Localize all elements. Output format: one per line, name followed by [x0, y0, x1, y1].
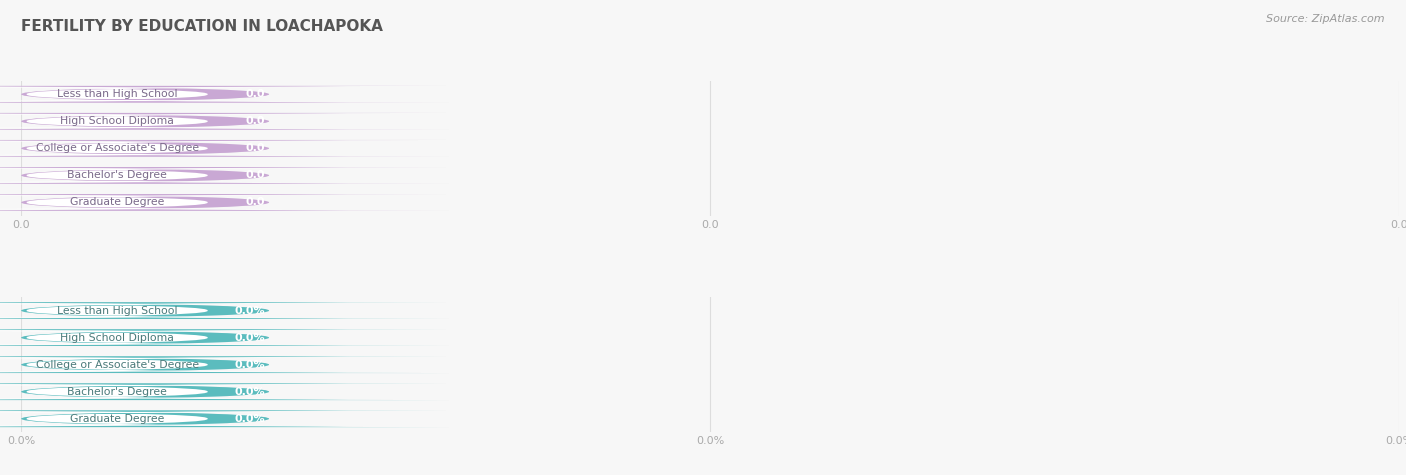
Text: Less than High School: Less than High School	[56, 305, 177, 315]
FancyBboxPatch shape	[0, 87, 363, 101]
FancyBboxPatch shape	[0, 385, 363, 399]
Text: Bachelor's Degree: Bachelor's Degree	[67, 171, 167, 180]
Text: Bachelor's Degree: Bachelor's Degree	[67, 387, 167, 397]
FancyBboxPatch shape	[0, 142, 363, 155]
FancyBboxPatch shape	[0, 331, 363, 344]
FancyBboxPatch shape	[0, 167, 449, 184]
Text: College or Associate's Degree: College or Associate's Degree	[35, 143, 198, 153]
Text: 0.0: 0.0	[246, 198, 264, 208]
Text: 0.0: 0.0	[246, 89, 264, 99]
FancyBboxPatch shape	[0, 358, 363, 371]
FancyBboxPatch shape	[0, 140, 449, 157]
FancyBboxPatch shape	[0, 194, 449, 211]
Text: Source: ZipAtlas.com: Source: ZipAtlas.com	[1267, 14, 1385, 24]
Text: High School Diploma: High School Diploma	[60, 116, 174, 126]
FancyBboxPatch shape	[0, 410, 449, 427]
Text: FERTILITY BY EDUCATION IN LOACHAPOKA: FERTILITY BY EDUCATION IN LOACHAPOKA	[21, 19, 382, 34]
FancyBboxPatch shape	[0, 329, 449, 346]
FancyBboxPatch shape	[0, 304, 363, 317]
FancyBboxPatch shape	[0, 86, 449, 103]
FancyBboxPatch shape	[0, 169, 363, 182]
Text: 0.0: 0.0	[246, 171, 264, 180]
FancyBboxPatch shape	[0, 383, 449, 400]
FancyBboxPatch shape	[0, 302, 449, 319]
Text: 0.0%: 0.0%	[235, 305, 264, 315]
Text: Graduate Degree: Graduate Degree	[70, 414, 165, 424]
Text: 0.0%: 0.0%	[235, 387, 264, 397]
FancyBboxPatch shape	[0, 167, 449, 184]
FancyBboxPatch shape	[0, 86, 449, 103]
Text: Less than High School: Less than High School	[56, 89, 177, 99]
FancyBboxPatch shape	[0, 114, 363, 128]
FancyBboxPatch shape	[0, 356, 449, 373]
FancyBboxPatch shape	[0, 383, 449, 400]
Text: High School Diploma: High School Diploma	[60, 332, 174, 342]
Text: Graduate Degree: Graduate Degree	[70, 198, 165, 208]
FancyBboxPatch shape	[0, 113, 449, 130]
FancyBboxPatch shape	[0, 194, 449, 211]
Text: 0.0%: 0.0%	[235, 414, 264, 424]
Text: 0.0%: 0.0%	[235, 332, 264, 342]
Text: 0.0: 0.0	[246, 116, 264, 126]
Text: College or Associate's Degree: College or Associate's Degree	[35, 360, 198, 370]
FancyBboxPatch shape	[0, 302, 449, 319]
FancyBboxPatch shape	[0, 113, 449, 130]
Text: 0.0: 0.0	[246, 143, 264, 153]
Text: 0.0%: 0.0%	[235, 360, 264, 370]
FancyBboxPatch shape	[0, 412, 363, 426]
FancyBboxPatch shape	[0, 410, 449, 427]
FancyBboxPatch shape	[0, 329, 449, 346]
FancyBboxPatch shape	[0, 140, 449, 157]
FancyBboxPatch shape	[0, 356, 449, 373]
FancyBboxPatch shape	[0, 196, 363, 209]
